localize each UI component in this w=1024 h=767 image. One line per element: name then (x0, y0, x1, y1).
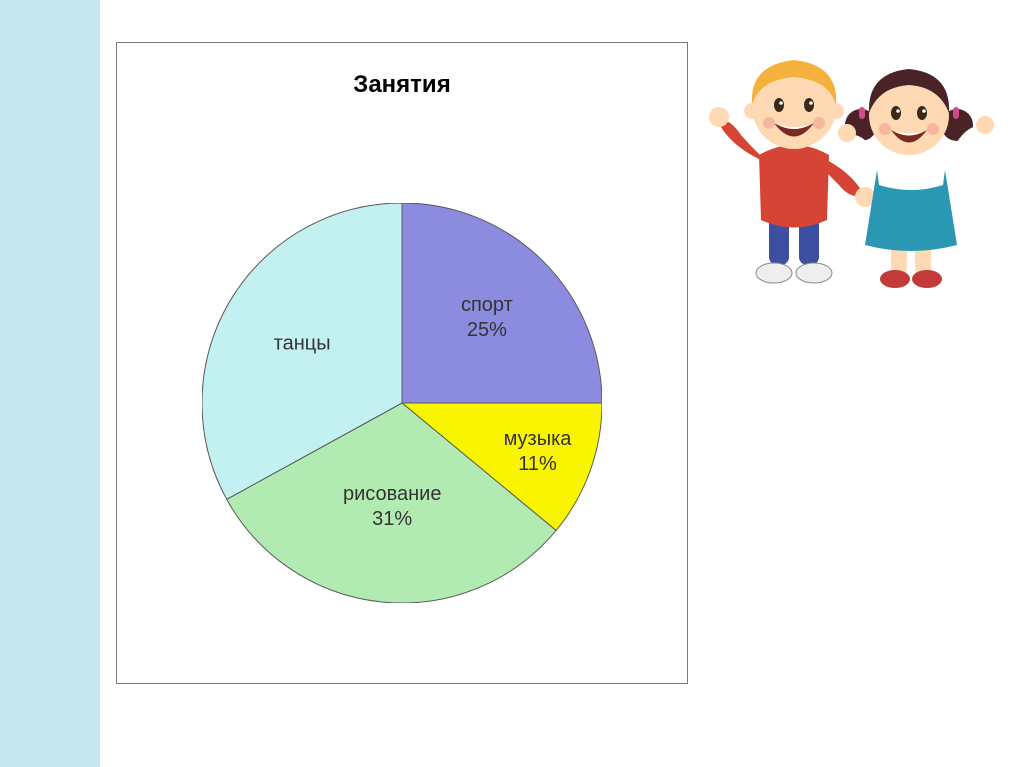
pie-svg (202, 203, 602, 603)
slice-label-text: музыка (504, 427, 572, 452)
slice-label-3: танцы (274, 331, 331, 356)
children-svg (699, 35, 999, 305)
slice-label-percent: 25% (461, 318, 513, 343)
chart-title: Занятия (117, 71, 687, 99)
slice-label-text: спорт (461, 293, 513, 318)
chart-panel: Занятия спорт25% музыка11% рисование31% тан… (116, 42, 688, 684)
left-decorative-strip (0, 0, 100, 767)
slice-label-1: музыка11% (504, 427, 572, 477)
slice-label-2: рисование31% (343, 482, 442, 532)
pie-chart: спорт25% музыка11% рисование31% танцы (202, 203, 602, 603)
children-illustration (699, 35, 999, 305)
boy-figure (709, 60, 875, 283)
slice-label-percent: 31% (343, 507, 442, 532)
slice-label-percent: 11% (504, 452, 572, 477)
slice-label-0: спорт25% (461, 293, 513, 343)
slice-label-text: рисование (343, 482, 442, 507)
slice-label-text: танцы (274, 331, 331, 356)
girl-figure (838, 69, 994, 288)
